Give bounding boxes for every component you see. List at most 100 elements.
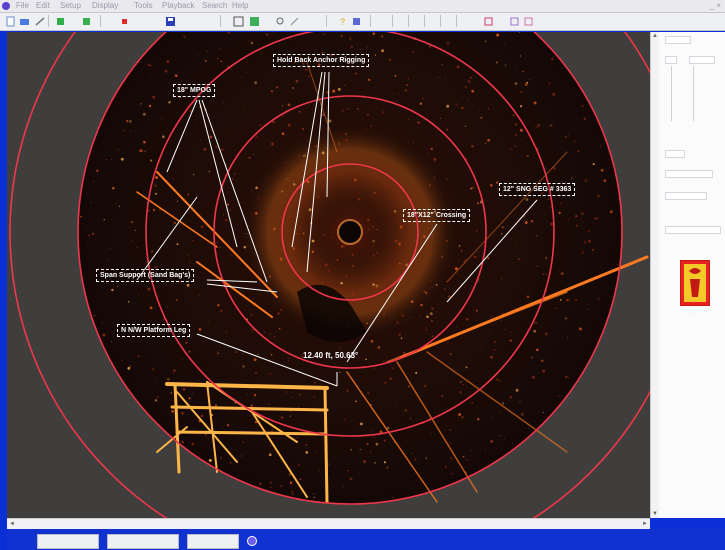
speckle	[105, 293, 108, 295]
speckle	[211, 392, 213, 394]
speckle	[173, 221, 176, 224]
scroll-up-icon[interactable]: ▲	[652, 33, 658, 39]
stop-icon[interactable]	[118, 15, 131, 28]
speckle	[439, 117, 442, 119]
speckle	[229, 68, 232, 70]
speckle	[514, 134, 518, 137]
window-icon[interactable]	[522, 15, 535, 28]
speckle	[484, 142, 487, 145]
window-controls[interactable]: _ ×	[709, 1, 721, 10]
speckle	[102, 308, 103, 310]
menu-setup[interactable]: Setup	[60, 1, 81, 10]
speckle	[200, 225, 204, 228]
capture-icon[interactable]	[482, 15, 495, 28]
speckle	[382, 110, 385, 114]
speckle	[583, 240, 587, 244]
zoom-icon[interactable]	[274, 15, 287, 28]
setting-field-b[interactable]	[665, 170, 713, 178]
help-icon[interactable]: ?	[336, 15, 349, 28]
speckle	[142, 112, 146, 116]
menu-display[interactable]: Display	[92, 1, 119, 10]
speckle	[374, 54, 376, 56]
speckle	[289, 286, 292, 289]
speckle	[189, 109, 192, 113]
speckle	[588, 239, 591, 243]
contrast-slider[interactable]	[693, 66, 694, 121]
menu-tools[interactable]: Tools	[134, 1, 153, 10]
scroll-down-icon[interactable]: ▼	[652, 511, 658, 517]
scroll-right-icon[interactable]: ►	[642, 521, 648, 527]
menu-playback[interactable]: Playback	[162, 1, 195, 10]
speckle	[357, 108, 359, 110]
new-icon[interactable]	[4, 15, 17, 28]
speckle	[435, 283, 438, 286]
speckle	[372, 32, 375, 35]
speckle	[258, 273, 260, 275]
speckle	[429, 312, 433, 316]
speckle	[220, 457, 222, 459]
speckle	[338, 347, 341, 350]
gain-field[interactable]	[665, 56, 677, 64]
record-icon[interactable]	[80, 15, 93, 28]
speckle	[324, 59, 326, 62]
speckle	[373, 286, 377, 290]
grid-icon[interactable]	[232, 15, 245, 28]
speckle	[477, 418, 480, 421]
speckle	[451, 458, 454, 461]
speckle	[379, 430, 383, 434]
speckle	[518, 32, 521, 33]
speckle	[301, 127, 305, 131]
speckle	[530, 219, 534, 223]
speckle	[127, 367, 131, 370]
speckle	[330, 236, 333, 239]
open-icon[interactable]	[18, 15, 31, 28]
speckle	[259, 482, 262, 484]
menu-file[interactable]: File	[16, 1, 29, 10]
speckle	[298, 154, 301, 156]
palette-icon[interactable]	[248, 15, 261, 28]
speckle	[348, 37, 352, 41]
menu-help[interactable]: Help	[232, 1, 249, 10]
info-icon[interactable]	[350, 15, 363, 28]
speckle	[154, 184, 157, 188]
speckle	[284, 161, 286, 163]
vertical-scrollbar[interactable]: ▲ ▼	[650, 32, 659, 518]
speckle	[381, 49, 385, 53]
setting-field-a[interactable]	[665, 150, 685, 158]
menu-edit[interactable]: Edit	[36, 1, 50, 10]
setting-field-d[interactable]	[665, 226, 721, 234]
speckle	[196, 194, 198, 197]
settings-icon[interactable]	[508, 15, 521, 28]
freq-field[interactable]	[689, 56, 715, 64]
speckle	[228, 421, 230, 423]
speckle	[431, 286, 433, 288]
speckle	[245, 275, 247, 277]
disk-icon[interactable]	[164, 15, 177, 28]
speckle	[519, 77, 521, 78]
setting-field-c[interactable]	[665, 192, 707, 200]
speckle	[292, 87, 294, 89]
brush-icon[interactable]	[288, 15, 301, 28]
menu-search[interactable]: Search	[202, 1, 228, 10]
scroll-left-icon[interactable]: ◄	[9, 521, 15, 527]
speckle	[423, 258, 426, 260]
speckle	[490, 323, 492, 325]
speckle	[441, 64, 443, 66]
gain-slider[interactable]	[671, 66, 672, 121]
speckle	[296, 436, 299, 439]
range-field[interactable]	[665, 36, 691, 44]
speckle	[446, 41, 450, 45]
speckle	[346, 388, 349, 391]
speckle	[272, 121, 275, 123]
speckle	[233, 173, 236, 175]
play-icon[interactable]	[54, 15, 67, 28]
speckle	[253, 358, 257, 362]
speckle	[298, 111, 301, 113]
status-indicator-icon[interactable]	[247, 536, 257, 546]
speckle	[464, 125, 466, 127]
horizontal-scrollbar[interactable]: ◄ ►	[7, 518, 650, 529]
sonar-viewport[interactable]: Hold Back Anchor Rigging 18" MPOG 18"X12…	[7, 32, 650, 518]
speckle	[87, 234, 90, 237]
speckle	[592, 163, 595, 166]
save-icon[interactable]	[34, 15, 47, 28]
